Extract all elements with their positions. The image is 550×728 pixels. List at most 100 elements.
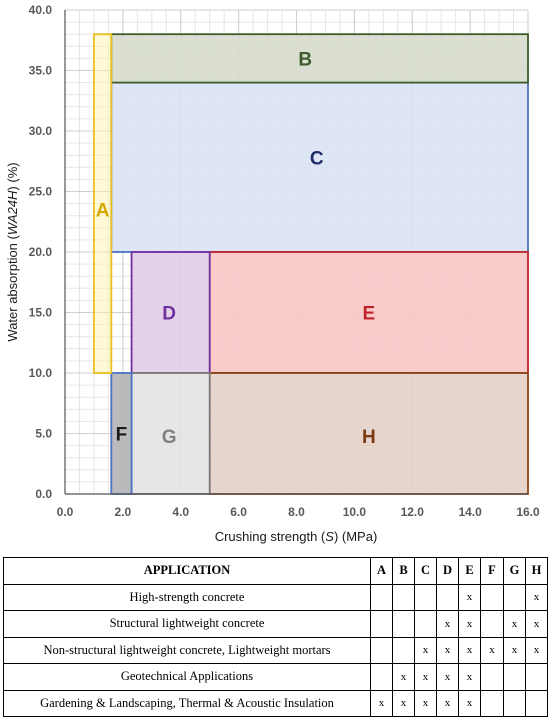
table-row: High-strength concrete x x: [3, 583, 548, 611]
mark-cell-a: x: [370, 689, 393, 717]
y-tick-label: 20.0: [29, 245, 53, 259]
x-axis-title: Crushing strength (S) (MPa): [215, 529, 378, 544]
mark-cell-d: [436, 583, 459, 611]
x-tick-label: 0.0: [57, 505, 74, 519]
y-tick-label: 15.0: [29, 306, 53, 320]
mark-cell-e: x: [458, 689, 481, 717]
region-label-a: A: [96, 201, 110, 222]
application-name: Structural lightweight concrete: [3, 610, 371, 638]
region-label-c: C: [310, 149, 324, 170]
mark-cell-e: x: [458, 583, 481, 611]
y-tick-label: 40.0: [29, 3, 53, 17]
mark-cell-g: [503, 583, 526, 611]
region-label-b: B: [298, 49, 312, 70]
table-row: Non-structural lightweight concrete, Lig…: [3, 636, 548, 664]
region-label-d: D: [162, 304, 176, 325]
y-tick-label: 0.0: [35, 487, 52, 501]
mark-cell-b: [392, 610, 415, 638]
mark-cell-a: [370, 583, 393, 611]
mark-cell-b: x: [392, 663, 415, 691]
application-name: Geotechnical Applications: [3, 663, 371, 691]
mark-cell-c: [414, 583, 437, 611]
region-label-f: F: [116, 425, 128, 446]
mark-cell-c: x: [414, 636, 437, 664]
table-row: Gardening & Landscaping, Thermal & Acous…: [3, 689, 548, 717]
mark-cell-c: x: [414, 663, 437, 691]
mark-cell-b: [392, 583, 415, 611]
y-tick-label: 30.0: [29, 124, 53, 138]
mark-cell-e: x: [458, 636, 481, 664]
column-header-a: A: [370, 557, 393, 585]
mark-cell-g: x: [503, 636, 526, 664]
mark-cell-c: x: [414, 689, 437, 717]
region-d: [130, 251, 211, 374]
mark-cell-d: x: [436, 610, 459, 638]
table-header-row: APPLICATION A B C D E F G H: [3, 557, 548, 585]
application-header: APPLICATION: [3, 557, 371, 585]
x-tick-label: 4.0: [172, 505, 189, 519]
application-name: Non-structural lightweight concrete, Lig…: [3, 636, 371, 664]
column-header-f: F: [480, 557, 504, 585]
mark-cell-h: x: [525, 610, 548, 638]
y-tick-label: 35.0: [29, 64, 53, 78]
mark-cell-g: [503, 663, 526, 691]
y-axis-title: Water absorption (WA24H) (%): [5, 162, 20, 341]
y-tick-label: 25.0: [29, 185, 53, 199]
regions: C B E D H G F A: [93, 33, 529, 495]
mark-cell-h: x: [525, 636, 548, 664]
mark-cell-f: [480, 663, 504, 691]
mark-cell-d: x: [436, 689, 459, 717]
application-table: APPLICATION A B C D E F G H High-strengt…: [3, 557, 548, 717]
axes: [64, 10, 528, 495]
table-row: Structural lightweight concrete x x x x: [3, 610, 548, 638]
region-b: [110, 33, 529, 84]
mark-cell-g: x: [503, 610, 526, 638]
x-tick-label: 6.0: [230, 505, 247, 519]
table-body: High-strength concrete x x Structural light…: [3, 583, 548, 717]
tick-labels: 0.0 2.0 4.0 6.0 8.0 10.0 12.0 14.0 16.0 0.0 5.0 10.…: [29, 3, 540, 519]
application-name: High-strength concrete: [3, 583, 371, 611]
mark-cell-h: [525, 663, 548, 691]
x-tick-label: 12.0: [401, 505, 425, 519]
mark-cell-e: x: [458, 663, 481, 691]
x-tick-label: 8.0: [288, 505, 305, 519]
mark-cell-b: x: [392, 689, 415, 717]
mark-cell-a: [370, 663, 393, 691]
mark-cell-g: [503, 689, 526, 717]
x-tick-label: 14.0: [458, 505, 482, 519]
mark-cell-d: x: [436, 636, 459, 664]
column-header-b: B: [392, 557, 415, 585]
mark-cell-a: [370, 610, 393, 638]
mark-cell-b: [392, 636, 415, 664]
mark-cell-h: [525, 689, 548, 717]
mark-cell-f: [480, 689, 504, 717]
region-label-e: E: [363, 304, 376, 325]
mark-cell-a: [370, 636, 393, 664]
x-tick-label: 10.0: [343, 505, 367, 519]
mark-cell-f: [480, 610, 504, 638]
column-header-d: D: [436, 557, 459, 585]
region-label-g: G: [162, 427, 177, 448]
mark-cell-c: [414, 610, 437, 638]
region-a: [93, 33, 113, 374]
mark-cell-e: x: [458, 610, 481, 638]
region-label-h: H: [362, 427, 376, 448]
region-chart: C B E D H G F A 0.0 2.0 4.0 6.0 8.0 10.0 12.0 14.0 16.0…: [5, 3, 540, 544]
mark-cell-d: x: [436, 663, 459, 691]
table-row: Geotechnical Applications x x x x: [3, 663, 548, 691]
x-tick-label: 2.0: [115, 505, 132, 519]
application-name: Gardening & Landscaping, Thermal & Acous…: [3, 689, 371, 717]
region-c: [110, 81, 529, 253]
y-tick-label: 5.0: [35, 427, 52, 441]
column-header-g: G: [503, 557, 526, 585]
x-tick-label: 16.0: [516, 505, 540, 519]
column-header-c: C: [414, 557, 437, 585]
column-header-h: H: [525, 557, 548, 585]
mark-cell-h: x: [525, 583, 548, 611]
region-e: [208, 251, 529, 374]
column-header-e: E: [458, 557, 481, 585]
y-tick-label: 10.0: [29, 366, 53, 380]
mark-cell-f: x: [480, 636, 504, 664]
mark-cell-f: [480, 583, 504, 611]
region-h: [208, 372, 529, 495]
